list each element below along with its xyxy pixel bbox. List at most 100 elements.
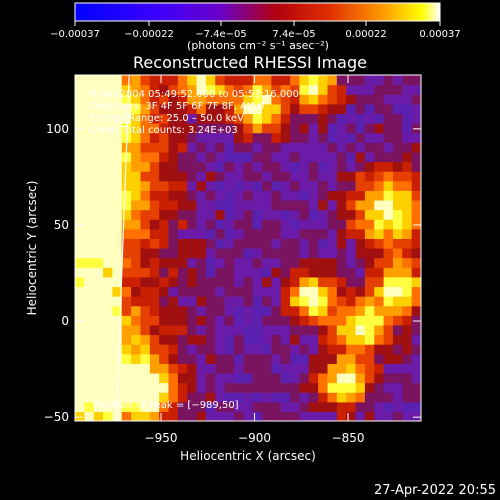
heatmap-cell <box>205 382 216 393</box>
heatmap-cell <box>84 123 95 134</box>
heatmap-cell <box>374 257 385 268</box>
heatmap-cell <box>252 257 263 268</box>
heatmap-cell <box>168 84 179 95</box>
heatmap-cell <box>243 190 254 201</box>
heatmap-cell <box>364 209 375 220</box>
heatmap-cell <box>177 209 188 220</box>
heatmap-cell <box>280 296 291 307</box>
heatmap-cell <box>93 132 104 143</box>
heatmap-cell <box>364 199 375 211</box>
heatmap-cell <box>196 324 207 336</box>
heatmap-cell <box>233 238 244 249</box>
heatmap-cell <box>233 171 244 182</box>
heatmap-cell <box>159 219 170 230</box>
heatmap-cell <box>93 123 104 134</box>
heatmap-cell <box>187 190 198 201</box>
heatmap-cell <box>84 334 95 345</box>
heatmap-cell <box>252 296 263 307</box>
heatmap-cell <box>252 401 263 412</box>
heatmap-cell <box>252 392 263 403</box>
heatmap-cell <box>383 238 394 249</box>
heatmap-cell <box>233 161 244 172</box>
heatmap-cell <box>392 103 403 115</box>
heatmap-cell <box>392 334 403 345</box>
heatmap-cell <box>233 113 244 124</box>
heatmap-cell <box>168 161 179 172</box>
heatmap-cell <box>205 248 216 259</box>
heatmap-cell <box>140 334 151 345</box>
heatmap-cell <box>93 305 104 316</box>
heatmap-cell <box>233 296 244 307</box>
heatmap-cell <box>177 353 188 364</box>
heatmap-cell <box>159 296 170 307</box>
heatmap-cell <box>196 238 207 249</box>
heatmap-cell <box>252 171 263 182</box>
heatmap-cell <box>374 267 385 278</box>
heatmap-cell <box>112 334 123 345</box>
heatmap-cell <box>131 228 142 239</box>
heatmap-cell <box>168 238 179 249</box>
heatmap-cell <box>131 94 142 105</box>
heatmap-cell <box>262 94 272 105</box>
heatmap-cell <box>140 324 151 336</box>
heatmap-cell <box>233 286 244 297</box>
heatmap-cell <box>374 238 385 249</box>
heatmap-cell <box>374 75 385 86</box>
heatmap-cell <box>402 353 413 364</box>
heatmap-cell <box>262 267 272 278</box>
heatmap-cell <box>205 267 216 278</box>
heatmap-cell <box>392 142 403 153</box>
heatmap-cell <box>290 84 301 95</box>
heatmap-cell <box>243 353 254 364</box>
heatmap-cell <box>205 257 216 268</box>
heatmap-cell <box>252 199 263 211</box>
heatmap-cell <box>196 382 207 393</box>
heatmap-cell <box>149 103 160 115</box>
heatmap-cell <box>355 392 366 403</box>
heatmap-cell <box>215 238 226 249</box>
annotation-time-range: 8‐Jan‐2004 05:49:52.000 to 05:53:16.000 <box>90 89 299 100</box>
heatmap-cell <box>308 353 319 364</box>
heatmap-cell <box>383 199 394 211</box>
heatmap-cell <box>327 411 338 421</box>
heatmap-cell <box>112 228 123 239</box>
heatmap-cell <box>187 84 198 95</box>
heatmap-cell <box>299 151 310 163</box>
heatmap-cell <box>224 411 235 421</box>
heatmap-cell <box>103 276 114 288</box>
heatmap-cell <box>168 286 179 297</box>
heatmap-cell <box>233 84 244 95</box>
heatmap-cell <box>327 296 338 307</box>
heatmap-cell <box>215 75 226 86</box>
heatmap-cell <box>103 228 114 239</box>
heatmap-cell <box>215 142 226 153</box>
heatmap-cell <box>280 209 291 220</box>
heatmap-cell <box>355 228 366 239</box>
heatmap-cell <box>177 228 188 239</box>
heatmap-cell <box>75 363 85 374</box>
heatmap-cell <box>402 228 413 239</box>
heatmap-cell <box>75 372 85 384</box>
heatmap-cell <box>187 123 198 134</box>
heatmap-cell <box>243 248 254 259</box>
heatmap-cell <box>140 353 151 364</box>
heatmap-cell <box>364 238 375 249</box>
heatmap-cell <box>75 401 85 412</box>
heatmap-cell <box>149 315 160 326</box>
heatmap-cell <box>233 392 244 403</box>
heatmap-cell <box>159 401 170 412</box>
heatmap-cell <box>364 84 375 95</box>
heatmap-cell <box>327 199 338 211</box>
heatmap-cell <box>308 372 319 384</box>
heatmap-cell <box>383 103 394 115</box>
heatmap-cell <box>280 132 291 143</box>
heatmap-cell <box>140 171 151 182</box>
heatmap-cell <box>290 123 301 134</box>
heatmap-cell <box>271 276 282 288</box>
heatmap-cell <box>355 142 366 153</box>
heatmap-cell <box>271 161 282 172</box>
heatmap-cell <box>336 84 347 95</box>
heatmap-cell <box>121 286 132 297</box>
heatmap-cell <box>392 315 403 326</box>
heatmap-cell <box>149 228 160 239</box>
